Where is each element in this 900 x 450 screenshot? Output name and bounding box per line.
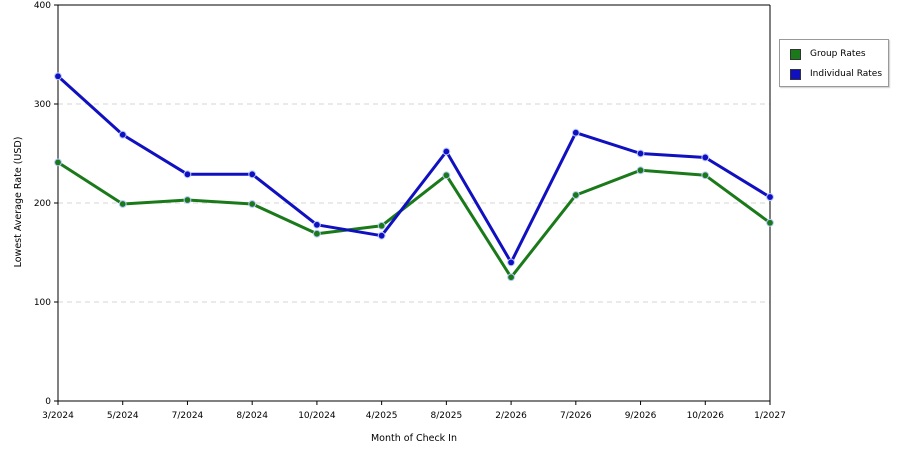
data-point-individual-7 xyxy=(507,258,515,267)
series-group xyxy=(54,158,774,282)
x-tick-label-10: 10/2026 xyxy=(687,411,725,421)
x-tick-label-2: 7/2024 xyxy=(172,411,204,421)
data-point-group-1 xyxy=(118,200,127,208)
grid-lines xyxy=(58,103,770,303)
legend-swatch-individual xyxy=(790,68,801,80)
data-point-individual-8 xyxy=(571,128,580,137)
data-point-individual-5 xyxy=(377,231,386,240)
data-point-group-6 xyxy=(442,171,451,180)
y-axis-ticks: 0 100 200 300 400 xyxy=(34,1,58,407)
data-point-group-4 xyxy=(313,229,321,238)
data-point-individual-0 xyxy=(54,72,62,81)
y-tick-label-200: 200 xyxy=(34,199,51,209)
data-point-group-3 xyxy=(248,200,257,208)
series-individual xyxy=(54,72,774,267)
legend-item-individual: Individual Rates xyxy=(790,68,882,80)
x-tick-label-4: 10/2024 xyxy=(298,411,336,421)
data-point-individual-10 xyxy=(701,153,710,162)
data-point-individual-4 xyxy=(313,220,321,229)
x-tick-label-11: 1/2027 xyxy=(754,411,786,421)
legend-label-individual: Individual Rates xyxy=(810,69,883,79)
data-point-individual-6 xyxy=(442,147,451,156)
data-point-group-10 xyxy=(701,171,710,180)
data-point-group-0 xyxy=(54,158,62,167)
y-tick-label-300: 300 xyxy=(34,100,51,110)
x-tick-label-1: 5/2024 xyxy=(107,411,139,421)
data-point-individual-3 xyxy=(248,170,257,179)
series-group xyxy=(54,72,774,282)
x-tick-label-3: 8/2024 xyxy=(236,411,268,421)
legend: Group Rates Individual Rates xyxy=(779,39,889,87)
x-tick-label-6: 8/2025 xyxy=(431,411,463,421)
x-axis-ticks: 3/2024 5/2024 7/2024 8/2024 10/2024 4/2025 8/2… xyxy=(42,401,786,421)
y-tick-label-0: 0 xyxy=(45,397,51,407)
data-point-group-5 xyxy=(377,221,386,230)
legend-label-group: Group Rates xyxy=(810,49,866,59)
x-tick-label-9: 9/2026 xyxy=(625,411,657,421)
data-point-individual-2 xyxy=(183,170,192,179)
data-point-individual-1 xyxy=(118,130,127,139)
data-point-group-2 xyxy=(183,196,192,204)
legend-item-group: Group Rates xyxy=(790,48,866,60)
y-axis-title: Lowest Average Rate (USD) xyxy=(13,137,24,268)
y-tick-label-100: 100 xyxy=(34,298,51,308)
data-point-group-8 xyxy=(571,191,580,199)
series-line-group xyxy=(56,160,772,279)
x-tick-label-0: 3/2024 xyxy=(42,411,74,421)
x-tick-label-5: 4/2025 xyxy=(366,411,398,421)
x-axis-title: Month of Check In xyxy=(371,433,457,444)
data-point-group-11 xyxy=(766,218,774,227)
series-line-individual xyxy=(56,74,772,264)
legend-swatch-group xyxy=(790,48,801,60)
data-point-group-7 xyxy=(507,273,515,282)
y-tick-label-400: 400 xyxy=(34,1,51,11)
x-tick-label-7: 2/2026 xyxy=(495,411,527,421)
data-point-individual-11 xyxy=(766,193,774,201)
data-point-individual-9 xyxy=(636,149,645,158)
x-tick-label-8: 7/2026 xyxy=(560,411,592,421)
data-point-group-9 xyxy=(636,166,645,175)
